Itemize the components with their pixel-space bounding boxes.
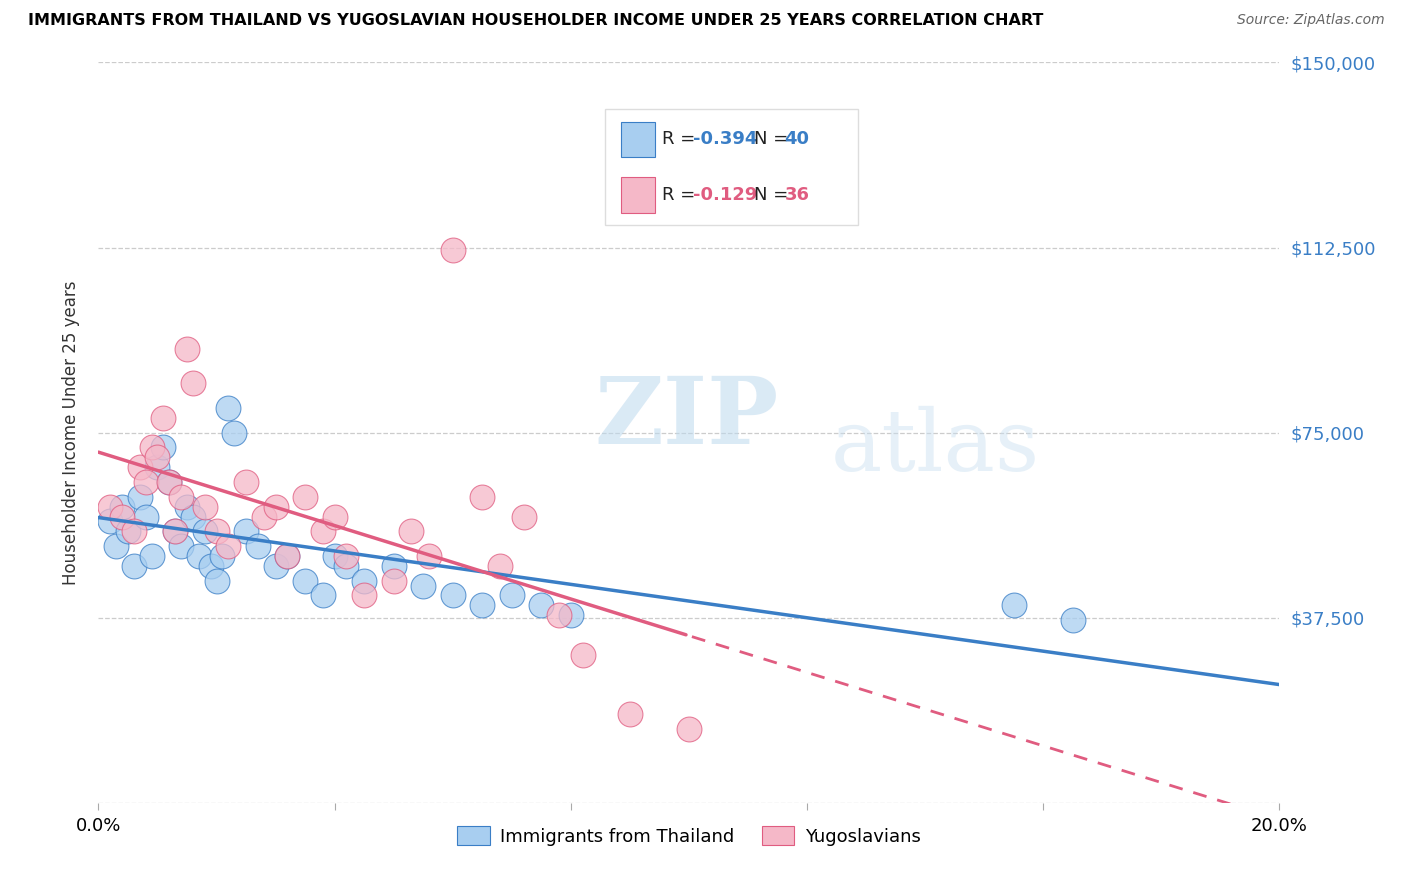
- Text: atlas: atlas: [831, 406, 1040, 489]
- Point: [560, 608, 582, 623]
- Point: [105, 539, 128, 553]
- Point: [353, 574, 375, 588]
- Point: [548, 608, 571, 623]
- Point: [530, 599, 553, 613]
- Text: -0.394: -0.394: [693, 130, 758, 148]
- Point: [489, 558, 512, 573]
- Point: [418, 549, 440, 563]
- Point: [211, 549, 233, 563]
- Point: [98, 515, 121, 529]
- Point: [194, 524, 217, 539]
- Point: [401, 524, 423, 539]
- Point: [122, 524, 145, 539]
- Point: [382, 574, 405, 588]
- Point: [246, 539, 269, 553]
- Point: [117, 524, 139, 539]
- Text: R =: R =: [662, 130, 702, 148]
- Text: IMMIGRANTS FROM THAILAND VS YUGOSLAVIAN HOUSEHOLDER INCOME UNDER 25 YEARS CORREL: IMMIGRANTS FROM THAILAND VS YUGOSLAVIAN …: [28, 13, 1043, 29]
- Point: [224, 425, 246, 440]
- Point: [135, 475, 157, 489]
- Text: 36: 36: [785, 186, 810, 204]
- Point: [111, 509, 134, 524]
- Point: [1002, 599, 1025, 613]
- Text: N =: N =: [754, 186, 793, 204]
- Point: [157, 475, 180, 489]
- Point: [235, 524, 257, 539]
- Point: [678, 722, 700, 736]
- Point: [176, 500, 198, 514]
- Text: N =: N =: [754, 130, 793, 148]
- Point: [512, 509, 534, 524]
- Point: [323, 509, 346, 524]
- Point: [98, 500, 121, 514]
- Point: [170, 539, 193, 553]
- Point: [146, 450, 169, 465]
- Point: [205, 574, 228, 588]
- Point: [501, 589, 523, 603]
- Point: [412, 579, 434, 593]
- Point: [217, 401, 239, 415]
- Point: [146, 460, 169, 475]
- Point: [264, 500, 287, 514]
- Point: [353, 589, 375, 603]
- Point: [170, 490, 193, 504]
- Y-axis label: Householder Income Under 25 years: Householder Income Under 25 years: [62, 280, 80, 585]
- Point: [264, 558, 287, 573]
- Point: [294, 490, 316, 504]
- Point: [165, 524, 187, 539]
- Point: [122, 558, 145, 573]
- Point: [200, 558, 222, 573]
- Point: [128, 460, 150, 475]
- Point: [441, 243, 464, 257]
- Point: [235, 475, 257, 489]
- Point: [152, 441, 174, 455]
- Point: [323, 549, 346, 563]
- Text: Source: ZipAtlas.com: Source: ZipAtlas.com: [1237, 13, 1385, 28]
- Point: [128, 490, 150, 504]
- Point: [141, 549, 163, 563]
- Point: [335, 549, 357, 563]
- Point: [181, 509, 204, 524]
- Text: -0.129: -0.129: [693, 186, 758, 204]
- Point: [471, 599, 494, 613]
- Legend: Immigrants from Thailand, Yugoslavians: Immigrants from Thailand, Yugoslavians: [450, 819, 928, 853]
- Point: [194, 500, 217, 514]
- Text: ZIP: ZIP: [595, 373, 779, 463]
- Point: [157, 475, 180, 489]
- Point: [181, 376, 204, 391]
- Point: [335, 558, 357, 573]
- Point: [141, 441, 163, 455]
- Point: [312, 589, 335, 603]
- Point: [471, 490, 494, 504]
- Point: [165, 524, 187, 539]
- Point: [441, 589, 464, 603]
- Point: [571, 648, 593, 662]
- Point: [187, 549, 209, 563]
- Text: 40: 40: [785, 130, 810, 148]
- Point: [1062, 613, 1084, 627]
- Point: [135, 509, 157, 524]
- Point: [205, 524, 228, 539]
- Point: [276, 549, 298, 563]
- Point: [253, 509, 276, 524]
- Point: [111, 500, 134, 514]
- Point: [152, 410, 174, 425]
- Point: [176, 342, 198, 356]
- Point: [382, 558, 405, 573]
- Point: [217, 539, 239, 553]
- Text: R =: R =: [662, 186, 702, 204]
- Point: [294, 574, 316, 588]
- Point: [276, 549, 298, 563]
- Point: [312, 524, 335, 539]
- Point: [619, 706, 641, 721]
